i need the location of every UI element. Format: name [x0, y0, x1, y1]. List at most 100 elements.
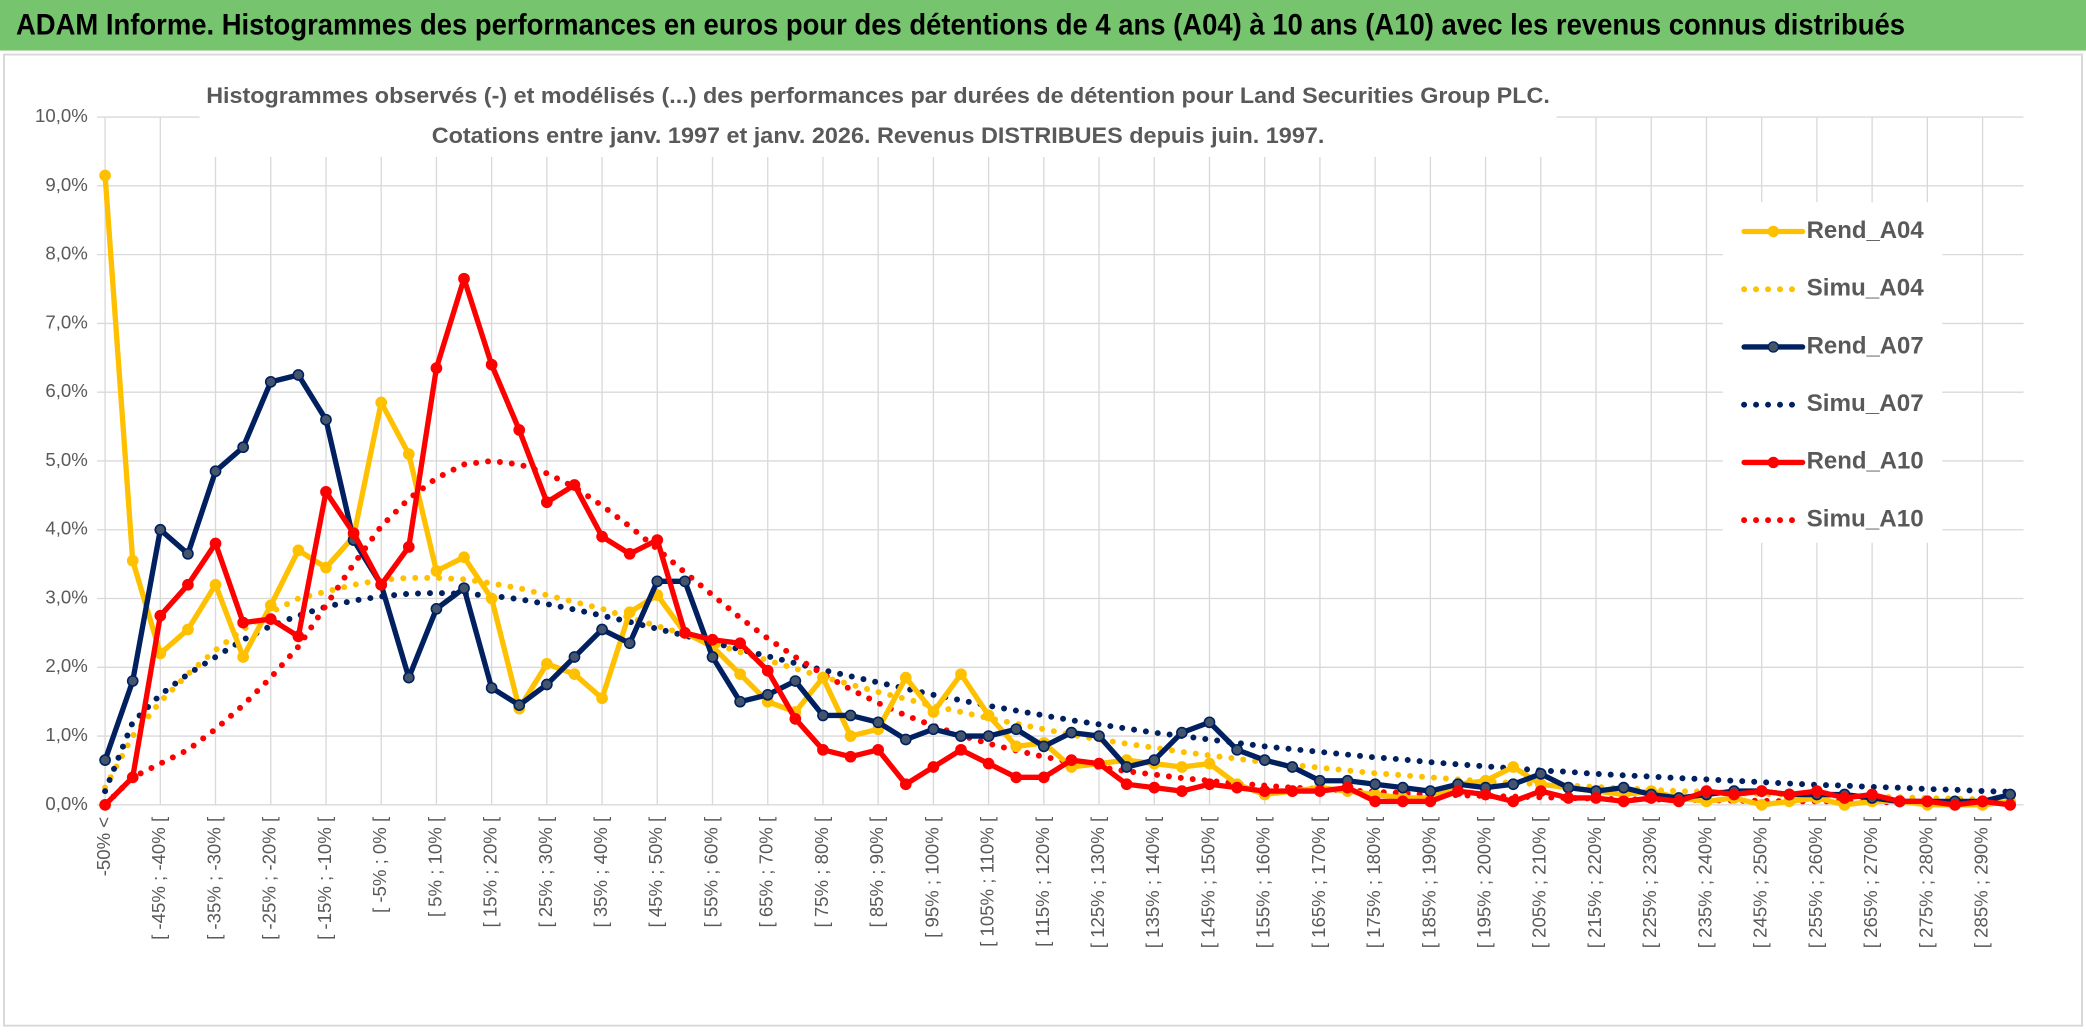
x-tick-label: [ 205% ; 210% [: [1529, 816, 1550, 948]
marker: [844, 709, 857, 722]
marker: [1811, 785, 1823, 797]
marker: [402, 448, 415, 460]
marker: [1120, 778, 1133, 791]
marker: [844, 730, 857, 742]
legend-marker: [1767, 341, 1780, 353]
marker: [789, 675, 802, 687]
marker: [651, 575, 664, 588]
marker: [734, 668, 746, 681]
marker: [1507, 761, 1520, 773]
legend-box: [1722, 202, 1943, 543]
y-tick-label: 0,0%: [45, 793, 87, 814]
marker: [182, 623, 194, 636]
marker: [1534, 785, 1547, 797]
x-tick-label: [ 65% ; 70% [: [756, 816, 777, 928]
marker: [1010, 723, 1023, 736]
y-tick-label: 7,0%: [45, 311, 87, 332]
x-tick-label: [ 55% ; 60% [: [700, 816, 721, 928]
marker: [375, 396, 388, 409]
y-tick-label: 5,0%: [45, 449, 87, 470]
marker: [596, 692, 608, 705]
marker: [320, 561, 332, 574]
x-tick-label: [ 45% ; 50% [: [645, 816, 666, 928]
marker: [817, 709, 829, 722]
marker: [1562, 792, 1575, 804]
marker: [126, 675, 139, 687]
marker: [430, 565, 443, 577]
marker: [1866, 788, 1878, 801]
y-tick-label: 2,0%: [45, 655, 87, 676]
marker: [568, 651, 581, 663]
x-tick-label: [ -25% ; -20% [: [259, 816, 280, 940]
marker: [99, 169, 111, 182]
marker: [1314, 785, 1326, 797]
x-tick-label: [ 25% ; 30% [: [535, 816, 556, 928]
marker: [154, 609, 167, 622]
marker: [1176, 761, 1188, 773]
marker: [623, 637, 636, 650]
y-tick-label: 10,0%: [35, 105, 88, 126]
x-tick-label: [ 225% ; 230% [: [1639, 816, 1660, 948]
y-tick-label: 1,0%: [45, 724, 87, 745]
marker: [844, 750, 857, 763]
marker: [182, 578, 194, 591]
marker: [927, 706, 940, 718]
marker: [485, 592, 498, 605]
x-tick-label: [ 185% ; 190% [: [1418, 816, 1439, 948]
marker: [1617, 781, 1630, 794]
header-bar: [0, 0, 2086, 51]
x-tick-label: [ 145% ; 150% [: [1197, 816, 1218, 948]
marker: [1562, 781, 1575, 794]
marker: [458, 582, 470, 595]
marker: [430, 602, 443, 615]
marker: [1065, 754, 1078, 766]
marker: [99, 798, 111, 811]
chart-subtitle: Cotations entre janv. 1997 et janv. 2026…: [432, 123, 1325, 148]
x-tick-label: [ 105% ; 110% [: [977, 816, 998, 947]
marker: [264, 599, 277, 612]
marker: [182, 547, 194, 560]
marker: [375, 578, 388, 591]
marker: [1120, 761, 1133, 773]
legend-label: Simu_A07: [1807, 390, 1924, 417]
marker: [1203, 716, 1216, 729]
chart-title: Histogrammes observés (-) et modélisés (…: [206, 83, 1550, 108]
x-tick-label: [ 215% ; 220% [: [1584, 816, 1605, 948]
marker: [1231, 781, 1243, 794]
marker: [734, 637, 746, 650]
marker: [568, 668, 581, 681]
marker: [982, 730, 995, 742]
legend-marker: [1767, 225, 1780, 238]
marker: [2004, 788, 2017, 801]
marker: [2004, 798, 2017, 811]
marker: [320, 413, 332, 426]
marker: [485, 682, 498, 694]
marker: [1148, 781, 1161, 794]
x-tick-label: [ 195% ; 200% [: [1474, 816, 1495, 948]
marker: [817, 671, 829, 684]
marker: [955, 730, 967, 742]
marker: [789, 713, 802, 725]
model-line: [102, 590, 2014, 795]
x-tick-label: [ 135% ; 140% [: [1142, 816, 1163, 948]
marker: [458, 272, 470, 285]
marker: [596, 623, 608, 636]
x-tick-label: [ 85% ; 90% [: [866, 816, 887, 928]
marker: [1507, 795, 1520, 808]
marker: [292, 369, 305, 381]
marker: [99, 754, 111, 766]
marker: [1010, 771, 1023, 784]
x-tick-label: [ -35% ; -30% [: [203, 816, 224, 940]
x-tick-label: [ 255% ; 260% [: [1805, 816, 1826, 948]
marker: [402, 671, 415, 684]
marker: [209, 578, 222, 591]
legend-label: Simu_A10: [1807, 505, 1924, 532]
legend-label: Rend_A07: [1807, 332, 1924, 359]
observed-line: [102, 276, 2013, 808]
marker: [1093, 757, 1105, 770]
x-tick-label: [ 265% ; 270% [: [1860, 816, 1881, 948]
x-tick-label: [ 5% ; 10% [: [424, 816, 445, 917]
marker: [1258, 785, 1271, 797]
marker: [1286, 785, 1299, 797]
